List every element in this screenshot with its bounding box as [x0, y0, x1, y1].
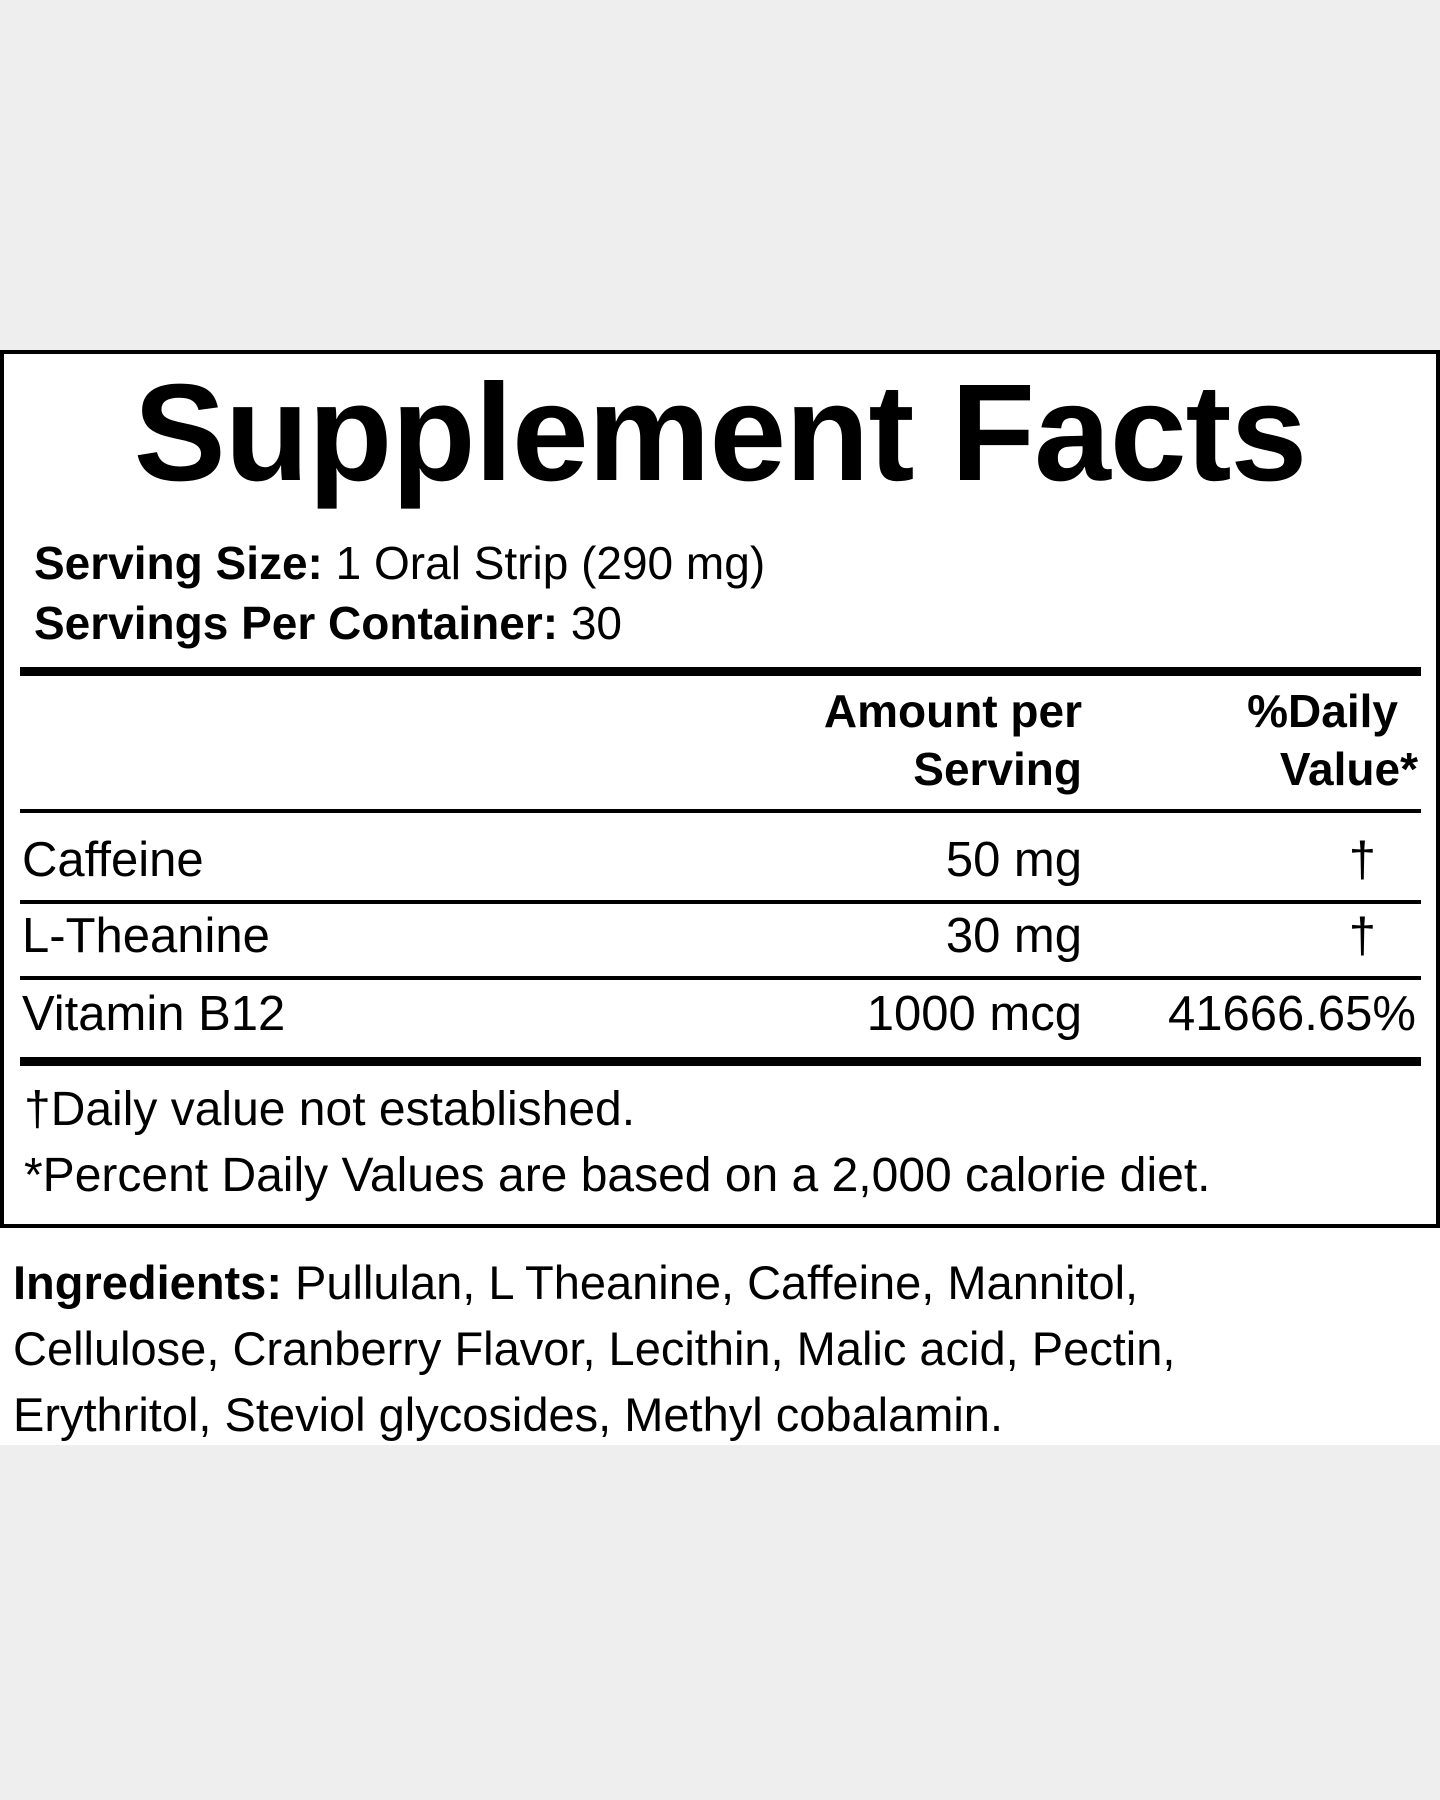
nutrient-daily-value: † [1348, 909, 1376, 963]
nutrient-amount: 1000 mcg [866, 987, 1082, 1041]
serving-size-value: 1 Oral Strip (290 mg) [335, 537, 766, 589]
label-background [0, 350, 1440, 1445]
thick-divider [20, 667, 1421, 676]
serving-size: Serving Size: 1 Oral Strip (290 mg) [34, 538, 765, 588]
nutrient-amount: 30 mg [945, 909, 1082, 963]
column-header-dv-line1: %Daily [1247, 685, 1398, 737]
column-header-daily-value: %Daily Value* [1247, 682, 1418, 798]
ingredients-label: Ingredients: [13, 1256, 282, 1309]
supplement-facts-panel [0, 350, 1440, 1228]
thick-divider [20, 1057, 1421, 1066]
ingredients-line: Erythritol, Steviol glycosides, Methyl c… [13, 1388, 1004, 1441]
column-header-amount-line1: Amount per [823, 685, 1082, 737]
divider [20, 809, 1421, 813]
divider [20, 900, 1421, 904]
footnote-dagger: †Daily value not established. [24, 1083, 636, 1136]
nutrient-name: Vitamin B12 [22, 987, 286, 1041]
servings-per-container-value: 30 [570, 597, 622, 649]
ingredients-line: Ingredients: Pullulan, L Theanine, Caffe… [13, 1250, 1138, 1316]
servings-per-container-label: Servings Per Container: [34, 597, 559, 649]
ingredients-line: Cellulose, Cranberry Flavor, Lecithin, M… [13, 1322, 1176, 1375]
column-header-dv-line2: Value* [1279, 743, 1418, 795]
nutrient-daily-value: 41666.65% [1168, 987, 1416, 1041]
divider [20, 976, 1421, 980]
column-header-amount: Amount per Serving [824, 682, 1082, 798]
panel-title: Supplement Facts [133, 356, 1308, 510]
nutrient-daily-value: † [1348, 833, 1376, 887]
nutrient-name: L-Theanine [22, 909, 270, 963]
column-header-amount-line2: Serving [913, 743, 1082, 795]
servings-per-container: Servings Per Container: 30 [34, 598, 622, 648]
nutrient-name: Caffeine [22, 833, 204, 887]
ingredients-text: Pullulan, L Theanine, Caffeine, Mannitol… [295, 1256, 1139, 1309]
footnote-percent-dv: *Percent Daily Values are based on a 2,0… [24, 1149, 1211, 1202]
serving-size-label: Serving Size: [34, 537, 323, 589]
nutrient-amount: 50 mg [945, 833, 1082, 887]
